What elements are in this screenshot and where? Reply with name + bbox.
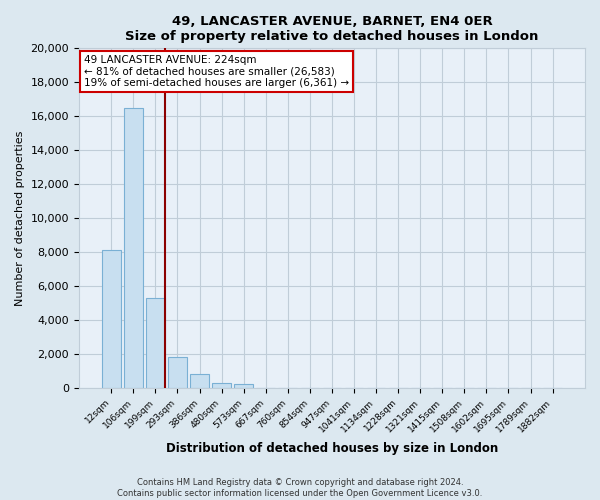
Bar — [235, 384, 253, 388]
Bar — [168, 357, 187, 388]
Bar — [146, 298, 165, 388]
X-axis label: Distribution of detached houses by size in London: Distribution of detached houses by size … — [166, 442, 498, 455]
Title: 49, LANCASTER AVENUE, BARNET, EN4 0ER
Size of property relative to detached hous: 49, LANCASTER AVENUE, BARNET, EN4 0ER Si… — [125, 15, 539, 43]
Bar — [190, 374, 209, 388]
Bar — [212, 382, 231, 388]
Text: 49 LANCASTER AVENUE: 224sqm
← 81% of detached houses are smaller (26,583)
19% of: 49 LANCASTER AVENUE: 224sqm ← 81% of det… — [84, 55, 349, 88]
Bar — [102, 250, 121, 388]
Y-axis label: Number of detached properties: Number of detached properties — [15, 130, 25, 306]
Text: Contains HM Land Registry data © Crown copyright and database right 2024.
Contai: Contains HM Land Registry data © Crown c… — [118, 478, 482, 498]
Bar — [124, 108, 143, 388]
